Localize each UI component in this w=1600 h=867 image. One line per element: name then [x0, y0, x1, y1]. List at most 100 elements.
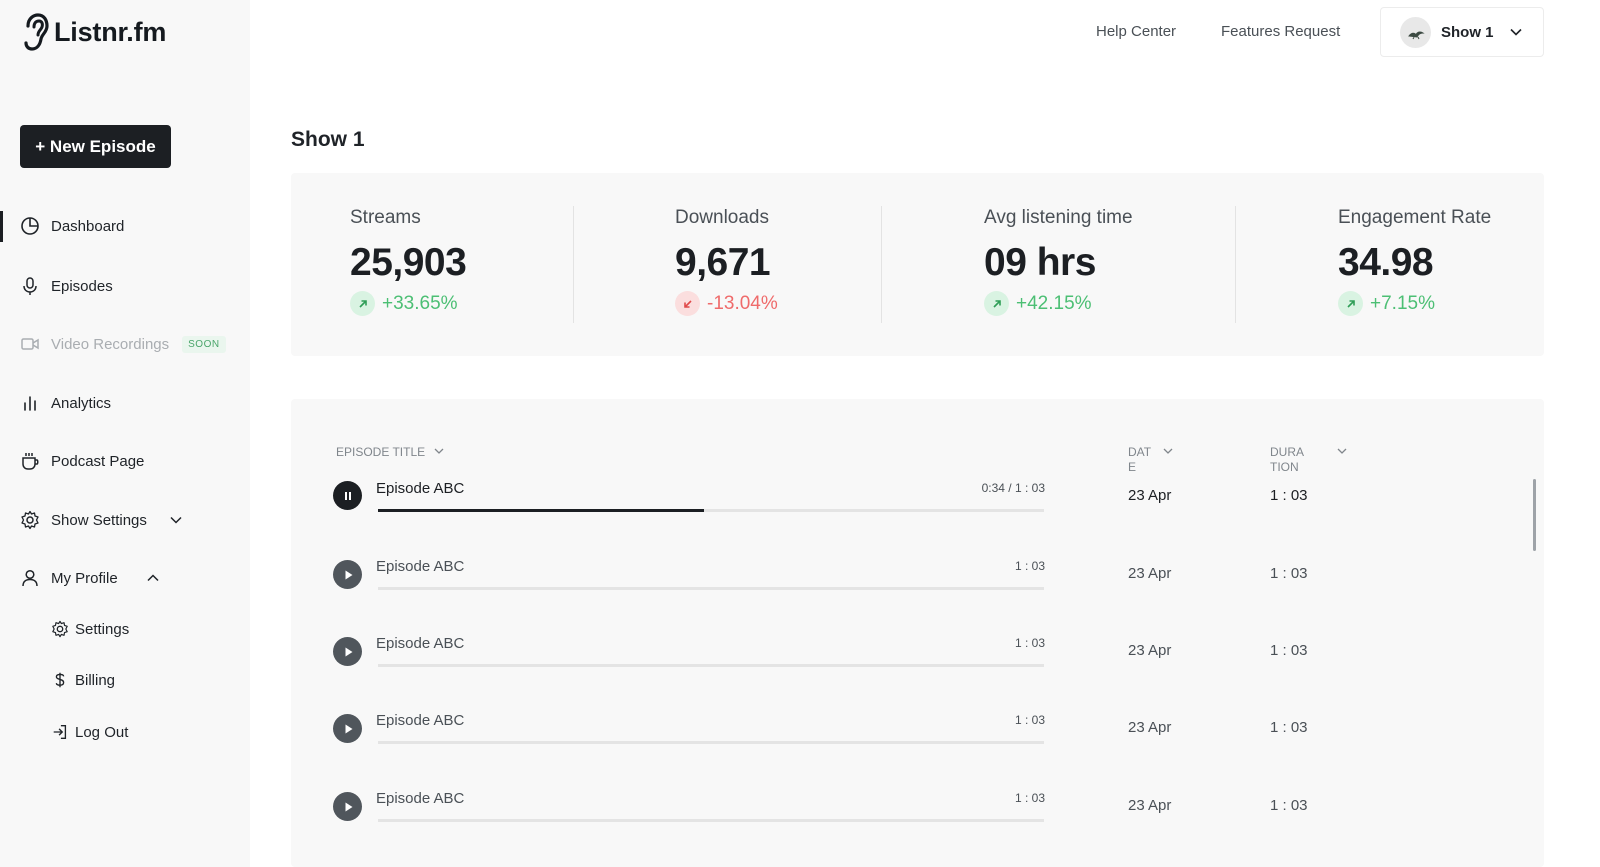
scrollbar-thumb[interactable]: [1533, 479, 1536, 551]
episode-duration: 1 : 03: [1270, 719, 1308, 736]
stat-change-value: +7.15%: [1370, 292, 1435, 314]
page-title: Show 1: [291, 128, 365, 151]
table-row[interactable]: Episode ABC 1 : 03 23 Apr 1 : 03: [333, 558, 1433, 619]
progress-track[interactable]: [378, 819, 1044, 822]
stat-streams: Streams 25,903 +33.65%: [350, 207, 467, 316]
episode-time: 1 : 03: [1014, 713, 1045, 727]
brand-name: Listnr.fm: [54, 16, 167, 47]
soon-badge: SOON: [182, 335, 226, 353]
chevron-down-icon: [1336, 445, 1348, 457]
divider: [881, 206, 882, 323]
sidebar-item-analytics[interactable]: Analytics: [20, 391, 111, 415]
column-header-label: DURATION: [1270, 445, 1305, 474]
play-icon: [345, 570, 352, 579]
episode-duration: 1 : 03: [1270, 642, 1308, 659]
episode-duration: 1 : 03: [1270, 487, 1308, 504]
episode-time: 1 : 03: [1014, 559, 1045, 573]
stat-change-value: +42.15%: [1016, 292, 1092, 314]
logout-icon: [51, 723, 69, 741]
user-icon: [20, 568, 40, 588]
table-row[interactable]: Episode ABC 1 : 03 23 Apr 1 : 03: [333, 635, 1433, 696]
sidebar-item-podcast-page[interactable]: Podcast Page: [20, 449, 144, 473]
stat-value: 25,903: [350, 241, 467, 284]
stat-label: Streams: [350, 207, 421, 228]
divider: [573, 206, 574, 323]
stat-label: Avg listening time: [984, 207, 1133, 228]
gear-icon: [51, 620, 69, 638]
episode-time: 0:34 / 1 : 03: [981, 481, 1045, 495]
progress-track[interactable]: [378, 741, 1044, 744]
episodes-table: EPISODE TITLE DATE DURATION Episode ABC 0…: [291, 399, 1544, 867]
stat-change: +33.65%: [350, 291, 466, 316]
table-row[interactable]: Episode ABC 0:34 / 1 : 03 23 Apr 1 : 03: [333, 480, 1433, 541]
sidebar-item-dashboard[interactable]: Dashboard: [20, 214, 124, 238]
dollar-icon: [51, 671, 69, 689]
column-header-date[interactable]: DATE: [1128, 445, 1174, 475]
show-selector[interactable]: Show 1: [1380, 7, 1544, 57]
bar-chart-icon: [20, 393, 40, 413]
progress-track[interactable]: [378, 587, 1044, 590]
column-header-duration[interactable]: DURATION: [1270, 445, 1348, 475]
stats-panel: Streams 25,903 +33.65% Downloads 9,671 -…: [291, 173, 1544, 356]
sidebar-item-label: Episodes: [51, 277, 113, 295]
chevron-up-icon[interactable]: [146, 571, 160, 585]
sidebar-item-my-profile[interactable]: My Profile: [20, 566, 160, 590]
stat-label: Engagement Rate: [1338, 207, 1492, 228]
sidebar-item-label: Podcast Page: [51, 452, 145, 470]
column-header-episode-title[interactable]: EPISODE TITLE: [336, 445, 445, 459]
play-icon: [345, 647, 352, 656]
episode-title: Episode ABC: [376, 558, 465, 575]
arrow-up-right-icon: [1338, 291, 1363, 316]
sidebar-item-label: Analytics: [51, 394, 112, 412]
sidebar: Listnr.fm + New Episode Dashboard Episod…: [0, 0, 250, 867]
profile-item-settings[interactable]: Settings: [51, 620, 129, 638]
arrow-up-right-icon: [350, 291, 375, 316]
new-episode-button[interactable]: + New Episode: [20, 125, 171, 168]
cup-icon: [20, 451, 40, 471]
profile-item-logout[interactable]: Log Out: [51, 723, 128, 741]
progress-track[interactable]: [378, 664, 1044, 667]
table-row[interactable]: Episode ABC 1 : 03 23 Apr 1 : 03: [333, 790, 1433, 851]
pie-chart-icon: [20, 216, 40, 236]
avatar: [1400, 16, 1431, 48]
sidebar-item-episodes[interactable]: Episodes: [20, 274, 113, 298]
play-icon: [345, 802, 352, 811]
arrow-down-left-icon: [675, 291, 700, 316]
stat-avg-listening-time: Avg listening time 09 hrs +42.15%: [984, 207, 1133, 316]
progress-track[interactable]: [378, 509, 1044, 512]
video-camera-icon: [20, 334, 40, 354]
stat-change: +42.15%: [984, 291, 1133, 316]
play-button[interactable]: [333, 637, 362, 666]
episode-title: Episode ABC: [376, 635, 465, 652]
episode-time: 1 : 03: [1014, 791, 1045, 805]
stat-engagement-rate: Engagement Rate 34.98 +7.15%: [1338, 207, 1491, 316]
episode-title: Episode ABC: [376, 712, 465, 729]
table-row[interactable]: Episode ABC 1 : 03 23 Apr 1 : 03: [333, 712, 1433, 773]
microphone-icon: [20, 276, 40, 296]
stat-value: 9,671: [675, 241, 771, 284]
stat-change-value: +33.65%: [382, 292, 458, 314]
arrow-up-right-icon: [984, 291, 1009, 316]
stat-value: 09 hrs: [984, 241, 1096, 284]
sidebar-item-show-settings[interactable]: Show Settings: [20, 508, 183, 532]
help-center-link[interactable]: Help Center: [1096, 23, 1177, 40]
profile-item-billing[interactable]: Billing: [51, 671, 115, 689]
sidebar-item-label: My Profile: [51, 569, 118, 587]
gear-icon: [20, 510, 40, 530]
episode-title: Episode ABC: [376, 480, 465, 497]
active-indicator: [0, 211, 3, 242]
play-button[interactable]: [333, 714, 362, 743]
episode-date: 23 Apr: [1128, 797, 1172, 814]
episode-title: Episode ABC: [376, 790, 465, 807]
episode-duration: 1 : 03: [1270, 797, 1308, 814]
episode-date: 23 Apr: [1128, 565, 1172, 582]
sidebar-item-label: Dashboard: [51, 217, 125, 235]
show-selector-label: Show 1: [1441, 23, 1494, 41]
chevron-down-icon[interactable]: [169, 513, 183, 527]
divider: [1235, 206, 1236, 323]
play-button[interactable]: [333, 792, 362, 821]
logo[interactable]: Listnr.fm: [20, 12, 166, 52]
features-request-link[interactable]: Features Request: [1221, 23, 1341, 40]
play-button[interactable]: [333, 560, 362, 589]
pause-button[interactable]: [333, 481, 362, 510]
